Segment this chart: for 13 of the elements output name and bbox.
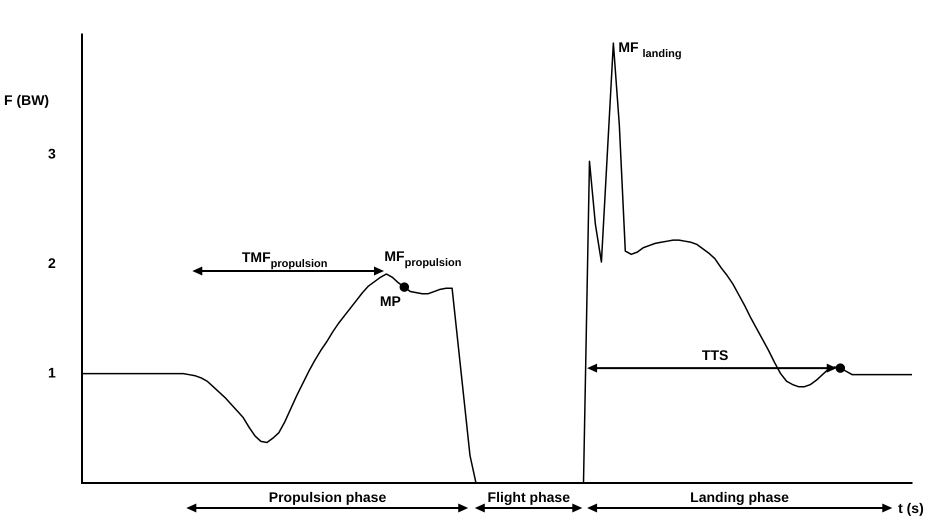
x-axis-title: t (s) [898,500,924,516]
text: Propulsion phase [268,489,386,505]
text: Landing phase [690,489,789,505]
annotation: MF$_{propulsion}$ [384,248,462,270]
annotation: MF $_{landing}$ [618,39,682,60]
annotation: TTS [702,347,728,364]
y-axis-title: F (BW) [4,92,50,108]
annotation: TMF$_{propulsion}$ [242,249,328,270]
y-tick-label: 2 [48,255,56,272]
text: Flight phase [488,489,570,505]
y-tick-label: 3 [48,146,56,162]
y-tick-label: 1 [48,364,56,380]
annotation: MP [380,293,401,310]
